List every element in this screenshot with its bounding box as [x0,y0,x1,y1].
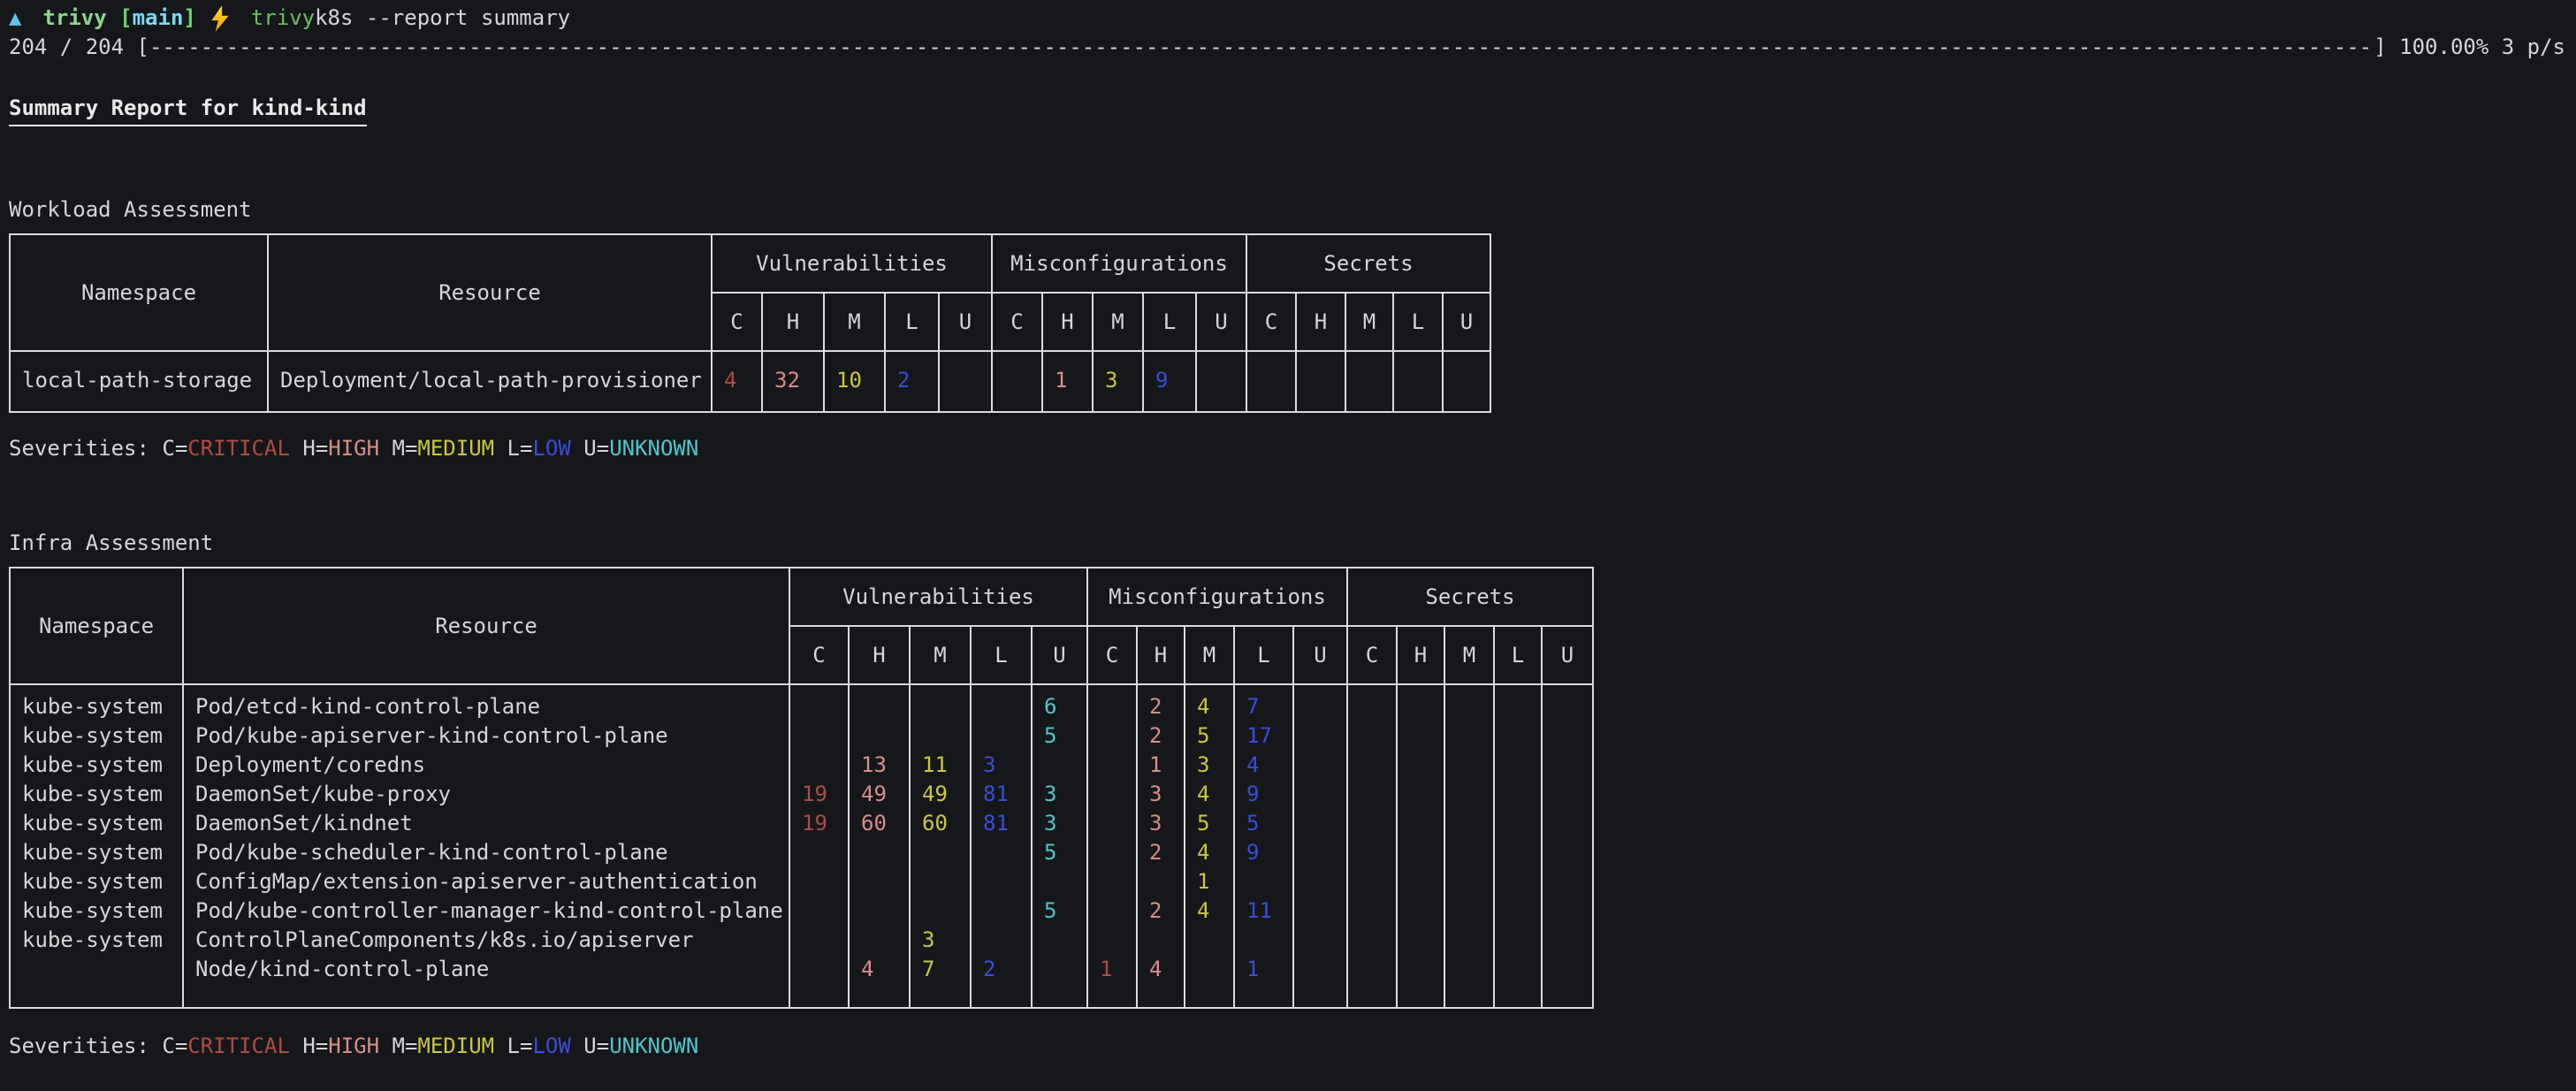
col-secret-medium [1345,350,1394,413]
sub-header-c: C [789,625,850,685]
branch-bracket-close: ] [183,5,196,30]
col-namespace: kube-system kube-system kube-system kube-sy… [9,683,184,1009]
sub-header-u: U [1541,625,1594,685]
group-header-secrets: Secrets [1246,233,1491,294]
col-vuln-low: 2 [884,350,940,413]
col-header-namespace: Namespace [9,567,184,685]
col-misc-low: 9 [1142,350,1197,413]
git-branch: main [132,5,184,30]
col-misc-unknown [1195,350,1247,413]
col-vuln-critical: 19 19 [789,683,850,1009]
sub-header-l: L [1142,292,1197,352]
sub-header-m: M [1444,625,1495,685]
sub-header-l: L [884,292,940,352]
col-misc-high: 1 [1041,350,1094,413]
col-secret-unknown [1442,350,1491,413]
infra-section-title: Infra Assessment [9,530,214,555]
col-header-resource: Resource [267,233,713,352]
col-misc-low: 7 17 4 9 5 9 11 1 [1233,683,1294,1009]
col-vuln-unknown [938,350,993,413]
col-secret-high [1396,683,1445,1009]
col-vuln-critical: 4 [711,350,763,413]
col-header-resource: Resource [182,567,790,685]
col-secret-critical [1246,350,1297,413]
col-vuln-high: 13 49 60 4 [848,683,911,1009]
sub-header-u: U [938,292,993,352]
sub-header-u: U [1031,625,1088,685]
sub-header-l: L [1233,625,1294,685]
command-args: k8s --report summary [315,5,571,30]
group-header-secrets: Secrets [1346,567,1594,627]
sub-header-c: C [711,292,763,352]
col-misc-critical: 1 [1086,683,1138,1009]
severity-legend: Severities: C=CRITICAL H=HIGH M=MEDIUM L… [9,1034,699,1058]
col-namespace: local-path-storage [9,350,269,413]
sub-header-c: C [1086,625,1138,685]
group-header-misconfigurations: Misconfigurations [991,233,1247,294]
progress-count: 204 / 204 [ [9,34,149,59]
directory-name: trivy [42,5,107,30]
col-secret-low [1392,350,1444,413]
sub-header-h: H [1295,292,1346,352]
prompt-arrow-icon: ▲ [9,5,22,30]
sub-header-u: U [1442,292,1491,352]
progress-line: 204 / 204 [ ----------------------------… [9,33,2576,62]
col-secret-low [1493,683,1543,1009]
col-secret-critical [1346,683,1398,1009]
severity-legend: Severities: C=CRITICAL H=HIGH M=MEDIUM L… [9,436,699,461]
table-row: local-path-storage Deployment/local-path… [9,350,1491,413]
col-misc-medium: 3 [1092,350,1144,413]
sub-header-m: M [823,292,886,352]
col-secret-medium [1444,683,1495,1009]
progress-stats: ] 100.00% 3 p/s [2374,34,2565,59]
sub-header-u: U [1195,292,1247,352]
col-vuln-medium: 10 [823,350,886,413]
sub-header-m: M [1184,625,1235,685]
report-heading: Summary Report for kind-kind [9,94,367,126]
workload-section-title: Workload Assessment [9,197,252,222]
sub-header-c: C [1246,292,1297,352]
group-header-misconfigurations: Misconfigurations [1086,567,1348,627]
sub-header-m: M [1092,292,1144,352]
sub-header-l: L [1392,292,1444,352]
col-misc-unknown [1292,683,1348,1009]
sub-header-h: H [761,292,825,352]
group-header-vulnerabilities: Vulnerabilities [711,233,993,294]
workload-table: Namespace Resource Vulnerabilities Misco… [9,233,1491,413]
sub-header-h: H [1396,625,1445,685]
col-secret-high [1295,350,1346,413]
branch-bracket-open: [ [119,5,133,30]
group-header-vulnerabilities: Vulnerabilities [789,567,1088,627]
col-vuln-medium: 11 49 60 3 7 [909,683,972,1009]
sub-header-l: L [970,625,1033,685]
sub-header-h: H [848,625,911,685]
lightning-icon [211,4,229,32]
col-vuln-low: 3 81 81 2 [970,683,1033,1009]
sub-header-c: C [991,292,1043,352]
sub-header-m: M [1345,292,1394,352]
spacer [107,4,119,33]
command-text: trivy [250,5,316,30]
col-resource: Deployment/local-path-provisioner [267,350,713,413]
sub-header-l: L [1493,625,1543,685]
sub-header-u: U [1292,625,1348,685]
sub-header-c: C [1346,625,1398,685]
table-row: kube-system kube-system kube-system kube-sy… [9,683,1594,1009]
col-secret-unknown [1541,683,1594,1009]
infra-table: Namespace Resource Vulnerabilities Misco… [9,567,1594,1009]
sub-header-h: H [1136,625,1185,685]
col-vuln-high: 32 [761,350,825,413]
progress-bar: ----------------------------------------… [149,34,2374,59]
col-resource: Pod/etcd-kind-control-plane Pod/kube-apis… [182,683,790,1009]
col-misc-critical [991,350,1043,413]
sub-header-h: H [1041,292,1094,352]
col-header-namespace: Namespace [9,233,269,352]
sub-header-m: M [909,625,972,685]
shell-prompt: ▲ trivy [ main ] trivy k8s --report summ… [9,4,2576,33]
